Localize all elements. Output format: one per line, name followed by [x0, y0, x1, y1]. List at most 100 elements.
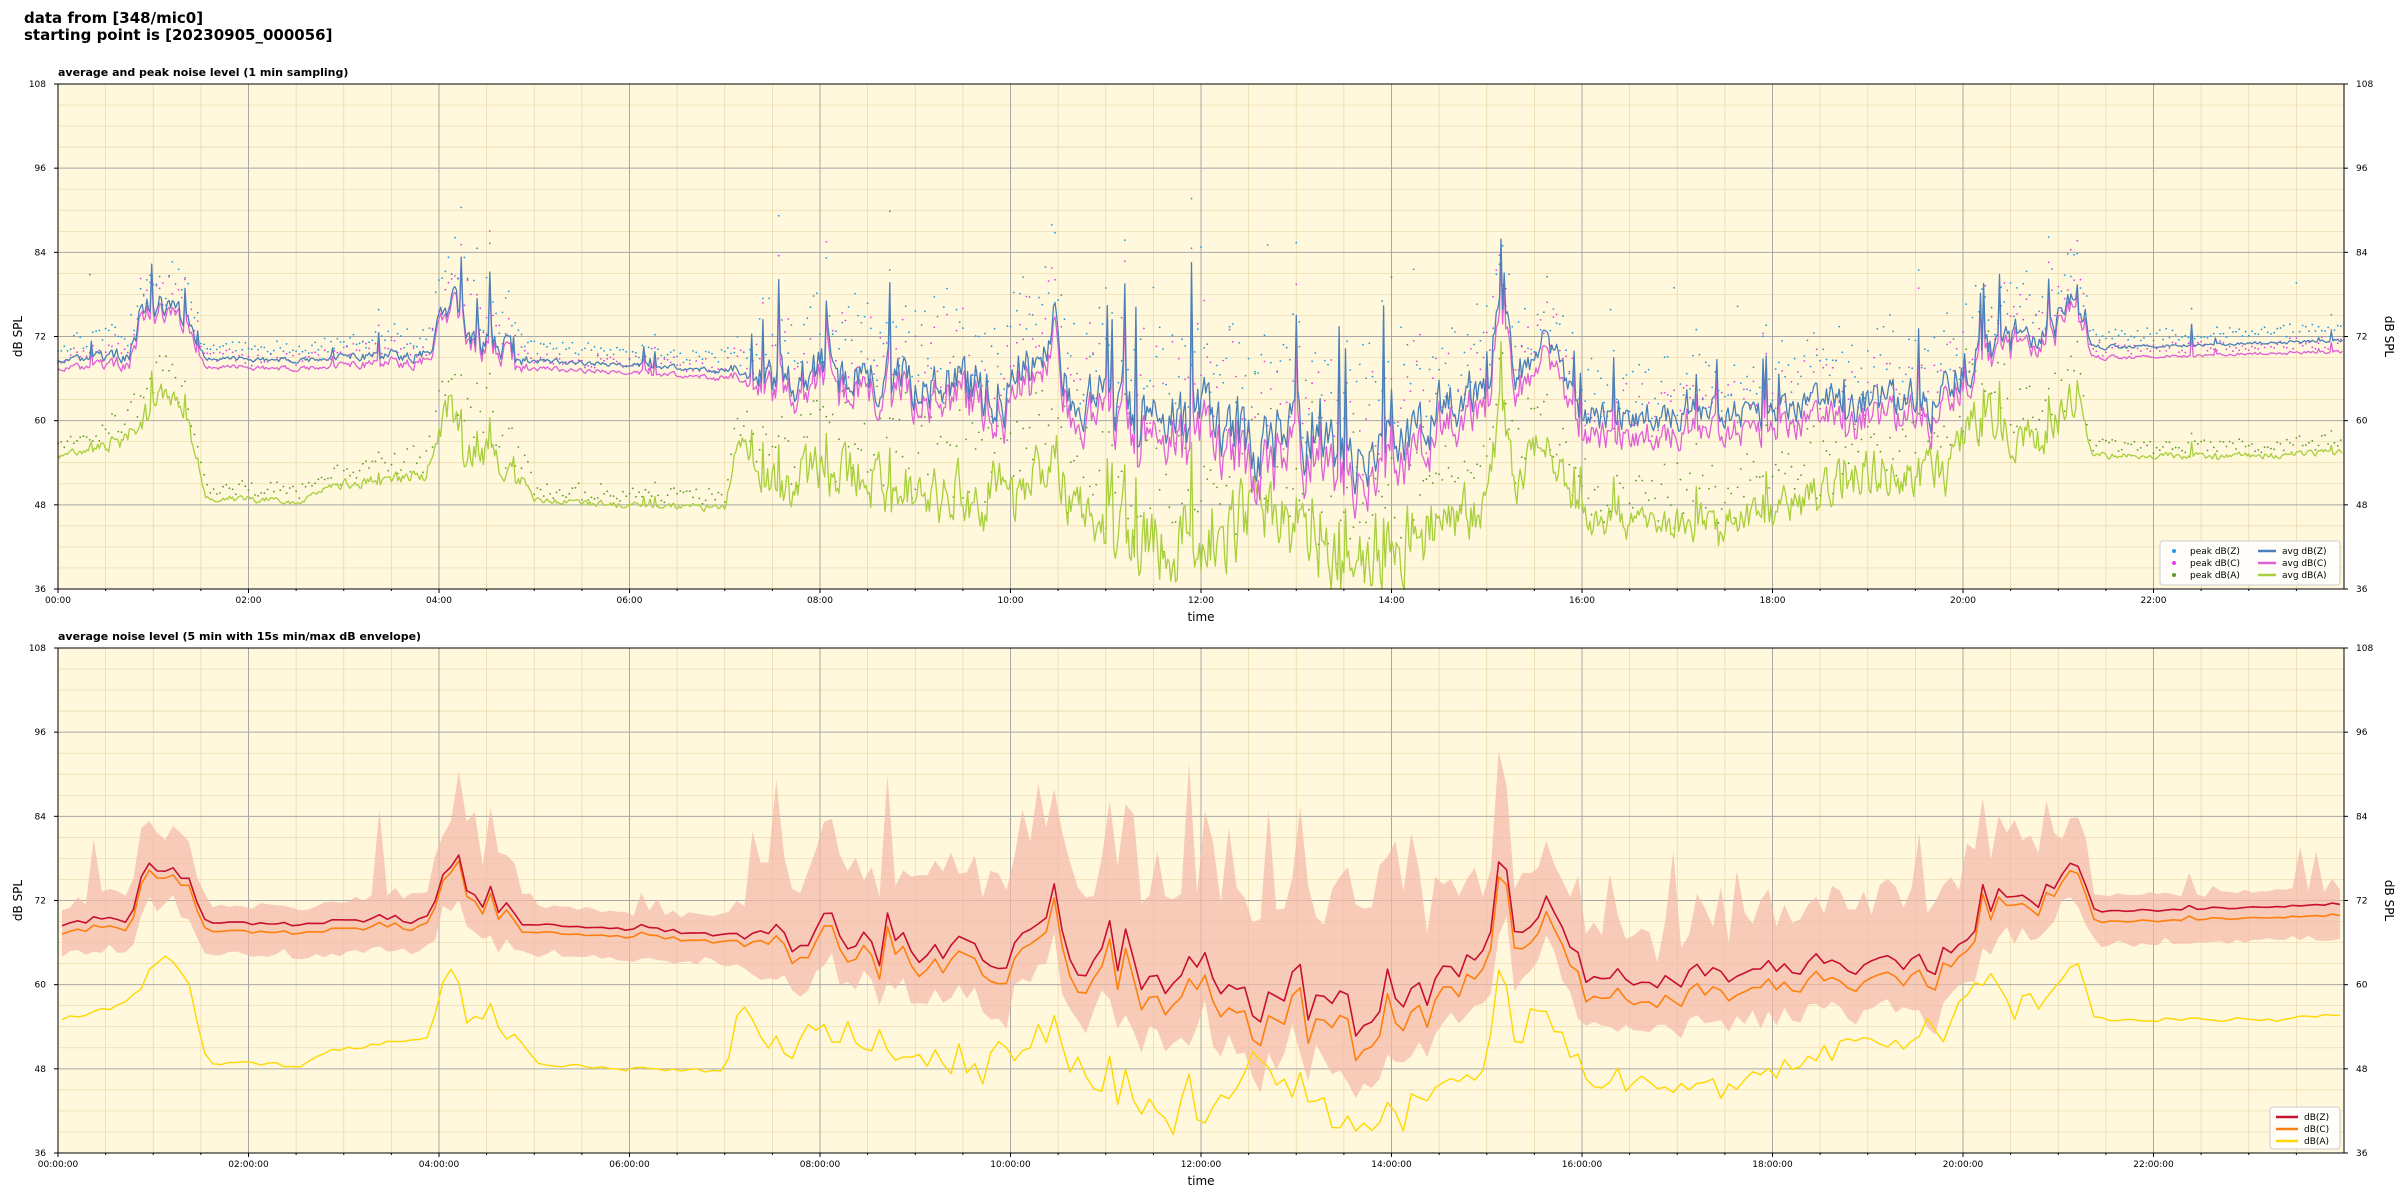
peak-point	[171, 261, 174, 263]
peak-point	[2260, 451, 2263, 454]
peak-point	[76, 351, 78, 354]
peak-point	[1739, 468, 1742, 470]
peak-point	[1682, 386, 1685, 389]
peak-point	[1914, 451, 1917, 454]
peak-point	[1254, 372, 1256, 375]
peak-point	[647, 491, 650, 494]
peak-point	[1266, 244, 1269, 246]
peak-point	[298, 353, 301, 355]
peak-point	[444, 270, 447, 273]
peak-point	[1260, 353, 1263, 356]
peak-point	[1549, 329, 1552, 332]
peak-point	[1755, 392, 1758, 395]
peak-point	[2149, 333, 2152, 335]
peak-point	[2066, 289, 2069, 291]
peak-point	[206, 347, 209, 350]
peak-point	[123, 338, 126, 340]
peak-point	[336, 351, 339, 354]
peak-point	[527, 460, 529, 463]
peak-point	[1800, 375, 1802, 378]
peak-point	[174, 283, 177, 285]
peak-point	[1647, 499, 1650, 502]
peak-point	[1866, 425, 1869, 428]
peak-point	[2060, 290, 2063, 293]
peak-point	[768, 297, 771, 300]
legend-label: peak dB(C)	[2190, 559, 2240, 569]
peak-point	[1228, 476, 1231, 478]
peak-point	[73, 442, 75, 445]
peak-point	[1295, 467, 1298, 470]
peak-point	[1041, 389, 1044, 392]
peak-point	[863, 422, 866, 425]
peak-point	[1120, 316, 1123, 319]
peak-point	[819, 333, 821, 335]
peak-point	[2324, 346, 2326, 349]
peak-point	[193, 316, 196, 319]
peak-point	[746, 367, 748, 370]
peak-point	[2225, 336, 2228, 338]
peak-point	[184, 380, 186, 383]
peak-point	[1301, 422, 1304, 425]
peak-point	[1984, 296, 1987, 298]
peak-point	[1028, 296, 1031, 298]
peak-point	[336, 464, 339, 467]
peak-point	[1060, 294, 1063, 296]
peak-point	[520, 467, 523, 470]
legend-label: avg dB(C)	[2282, 559, 2327, 569]
peak-point	[1120, 470, 1123, 473]
peak-point	[793, 360, 796, 362]
chart1-ylabel-right: dB SPL	[2382, 316, 2396, 358]
peak-point	[1365, 521, 1367, 524]
peak-point	[1495, 273, 1498, 276]
peak-point	[1933, 432, 1936, 434]
peak-point	[904, 340, 907, 343]
peak-point	[1520, 456, 1523, 458]
peak-point	[1743, 495, 1745, 498]
peak-point	[742, 351, 745, 353]
chart2-xtick-label: 18:00:00	[1752, 1160, 1793, 1170]
peak-point	[654, 481, 656, 484]
peak-point	[1155, 345, 1158, 348]
peak-point	[977, 335, 980, 338]
peak-point	[1295, 283, 1298, 286]
peak-point	[155, 283, 158, 286]
peak-point	[1971, 363, 1974, 366]
peak-point	[1651, 479, 1653, 482]
peak-point	[2276, 441, 2279, 444]
peak-point	[1174, 402, 1177, 405]
peak-point	[1590, 513, 1593, 516]
peak-point	[892, 418, 894, 420]
peak-point	[244, 362, 247, 364]
peak-point	[1330, 391, 1333, 394]
peak-point	[126, 409, 129, 412]
peak-point	[1666, 496, 1669, 499]
peak-point	[193, 329, 196, 332]
peak-point	[612, 353, 615, 356]
peak-point	[276, 356, 278, 359]
peak-point	[2155, 446, 2158, 449]
peak-point	[2019, 305, 2022, 308]
peak-point	[2171, 448, 2174, 451]
peak-point	[1958, 415, 1961, 418]
peak-point	[711, 493, 713, 495]
peak-point	[784, 437, 786, 440]
peak-point	[790, 394, 793, 397]
peak-point	[1898, 393, 1901, 395]
peak-point	[1482, 331, 1485, 334]
peak-point	[631, 487, 634, 490]
peak-point	[438, 279, 440, 281]
peak-point	[139, 395, 142, 397]
peak-point	[2203, 439, 2206, 442]
peak-point	[1708, 487, 1710, 490]
peak-point	[396, 472, 399, 475]
peak-point	[250, 482, 253, 484]
peak-point	[1289, 358, 1291, 361]
peak-point	[2130, 443, 2133, 446]
peak-point	[1355, 380, 1358, 383]
peak-point	[2070, 275, 2072, 278]
peak-point	[1028, 313, 1031, 316]
peak-point	[831, 413, 834, 416]
peak-point	[1330, 359, 1333, 361]
peak-point	[1466, 469, 1469, 472]
peak-point	[1860, 367, 1863, 370]
